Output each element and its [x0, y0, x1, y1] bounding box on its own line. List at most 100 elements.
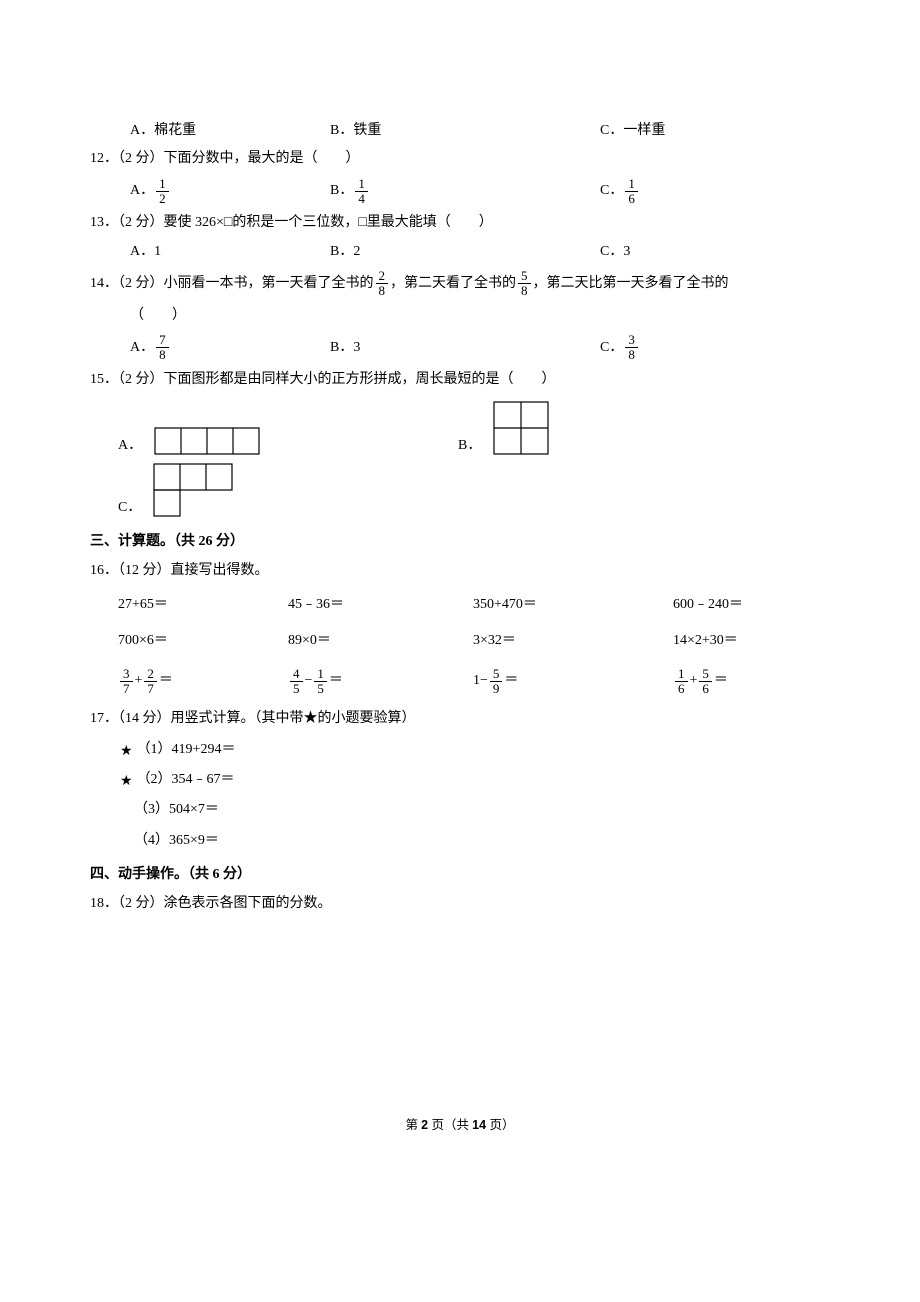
q12-b-label: B． — [330, 180, 353, 202]
footer-post: 页） — [490, 1118, 515, 1132]
q16-f1-a: 45 — [290, 667, 303, 697]
q13-option-c: C．3 — [600, 241, 630, 263]
q17-text-2: （2）354﹣67＝ — [137, 769, 235, 791]
q16-frac-3: 16+56＝ — [673, 667, 853, 697]
q12-c-frac: 16 — [625, 177, 638, 207]
page-footer: 第 2 页（共 14 页） — [90, 1115, 830, 1135]
q12-a-label: A． — [130, 180, 154, 202]
q14-mid: ，第二天看了全书的 — [390, 276, 516, 291]
q15-option-b: B． — [458, 401, 551, 457]
q16-cell-1: 45﹣36＝ — [288, 594, 473, 616]
section3-title: 三、计算题。（共 26 分） — [90, 531, 830, 553]
q16-f3-a: 16 — [675, 667, 688, 697]
q16-grid: 27+65＝ 45﹣36＝ 350+470＝ 600﹣240＝ 700×6＝ 8… — [118, 594, 830, 696]
footer-pre: 第 — [405, 1118, 421, 1132]
q16-f2-pre: 1− — [473, 670, 488, 692]
q17-stem: 17．（14 分）用竖式计算。（其中带★的小题要验算） — [90, 708, 830, 730]
q16-f1-b: 15 — [314, 667, 327, 697]
q16-f0-b: 27 — [144, 667, 157, 697]
q16-cell-7: 14×2+30＝ — [673, 630, 853, 652]
q12-c-label: C． — [600, 180, 623, 202]
q16-frac-2: 1−59＝ — [473, 667, 673, 697]
q17-list: ★（1）419+294＝ ★（2）354﹣67＝ （3）504×7＝ （4）36… — [120, 739, 830, 853]
q14-frac2: 58 — [518, 269, 531, 299]
q17-item-1: ★（1）419+294＝ — [120, 739, 830, 761]
q16-f0-post: ＝ — [159, 670, 173, 692]
q15-b-shape — [493, 401, 551, 457]
q13-options: A．1 B．2 C．3 — [130, 241, 830, 263]
section4-title: 四、动手操作。（共 6 分） — [90, 864, 830, 886]
q17-text-1: （1）419+294＝ — [137, 739, 236, 761]
star-icon: ★ — [120, 739, 133, 761]
q12-options: A． 12 B． 14 C． 16 — [130, 177, 830, 207]
q13-option-b: B．2 — [330, 241, 600, 263]
q12-b-frac: 14 — [355, 177, 368, 207]
q16-frac-1: 45−15＝ — [288, 667, 473, 697]
q16-f1-post: ＝ — [329, 670, 343, 692]
shape-a-icon — [154, 427, 262, 457]
q11-option-c: C．一样重 — [600, 120, 665, 142]
q16-f2-a: 59 — [490, 667, 503, 697]
q15-c-label: C． — [118, 497, 141, 519]
q11-options: A．棉花重 B．铁重 C．一样重 — [130, 120, 830, 142]
q15-a-label: A． — [118, 435, 142, 457]
q17-text-3: （3）504×7＝ — [134, 799, 219, 821]
q14-option-a: A． 78 — [130, 333, 330, 363]
q15-stem: 15．（2 分）下面图形都是由同样大小的正方形拼成，周长最短的是（ ） — [90, 369, 830, 391]
q16-cell-2: 350+470＝ — [473, 594, 673, 616]
q12-a-frac: 12 — [156, 177, 169, 207]
q14-frac1: 28 — [376, 269, 389, 299]
q13-stem: 13．（2 分）要使 326×□的积是一个三位数，□里最大能填（ ） — [90, 212, 830, 234]
q16-f2-post: ＝ — [504, 670, 518, 692]
q17-item-4: （4）365×9＝ — [120, 830, 830, 852]
q12-option-c: C． 16 — [600, 177, 640, 207]
q16-cell-0: 27+65＝ — [118, 594, 288, 616]
q15-option-a: A． — [118, 427, 458, 457]
q14-blank: （ ） — [90, 305, 830, 327]
q16-f3-b: 56 — [699, 667, 712, 697]
q14-pre: 14．（2 分）小丽看一本书，第一天看了全书的 — [90, 276, 374, 291]
q14-post: ，第二天比第一天多看了全书的 — [533, 276, 729, 291]
footer-mid: 页（共 — [432, 1118, 473, 1132]
q14-c-label: C． — [600, 337, 623, 359]
q16-f1-op: − — [305, 670, 313, 692]
q15-c-shape — [153, 463, 238, 519]
footer-total: 14 — [472, 1118, 489, 1132]
q12-stem: 12．（2 分）下面分数中，最大的是（ ） — [90, 148, 830, 170]
q15-b-label: B． — [458, 435, 481, 457]
q16-cell-3: 600﹣240＝ — [673, 594, 853, 616]
q16-frac-0: 37+27＝ — [118, 667, 288, 697]
q16-cell-6: 3×32＝ — [473, 630, 673, 652]
q12-option-a: A． 12 — [130, 177, 330, 207]
q15-a-shape — [154, 427, 262, 457]
q15-row1: A． B． — [118, 401, 830, 457]
q16-cell-4: 700×6＝ — [118, 630, 288, 652]
q15-option-c: C． — [118, 463, 830, 519]
q16-f0-a: 37 — [120, 667, 133, 697]
shape-c-icon — [153, 463, 238, 519]
q16-f0-op: + — [135, 670, 143, 692]
q14-options: A． 78 B．3 C． 38 — [130, 333, 830, 363]
q17-text-4: （4）365×9＝ — [134, 830, 219, 852]
star-icon: ★ — [120, 769, 133, 791]
q16-f3-op: + — [690, 670, 698, 692]
q14-option-b: B．3 — [330, 337, 600, 359]
q14-option-c: C． 38 — [600, 333, 640, 363]
q16-cell-5: 89×0＝ — [288, 630, 473, 652]
q16-f3-post: ＝ — [714, 670, 728, 692]
q14-stem: 14．（2 分）小丽看一本书，第一天看了全书的28，第二天看了全书的58，第二天… — [90, 269, 830, 299]
q17-item-3: （3）504×7＝ — [120, 799, 830, 821]
q14-a-label: A． — [130, 337, 154, 359]
q11-option-a: A．棉花重 — [130, 120, 330, 142]
page-root: A．棉花重 B．铁重 C．一样重 12．（2 分）下面分数中，最大的是（ ） A… — [0, 0, 920, 1195]
q13-option-a: A．1 — [130, 241, 330, 263]
shape-b-icon — [493, 401, 551, 457]
footer-cur: 2 — [421, 1118, 431, 1132]
q18-stem: 18．（2 分）涂色表示各图下面的分数。 — [90, 893, 830, 915]
q11-option-b: B．铁重 — [330, 120, 600, 142]
q17-item-2: ★（2）354﹣67＝ — [120, 769, 830, 791]
q16-stem: 16．（12 分）直接写出得数。 — [90, 560, 830, 582]
q14-a-frac: 78 — [156, 333, 169, 363]
q12-option-b: B． 14 — [330, 177, 600, 207]
q14-c-frac: 38 — [625, 333, 638, 363]
